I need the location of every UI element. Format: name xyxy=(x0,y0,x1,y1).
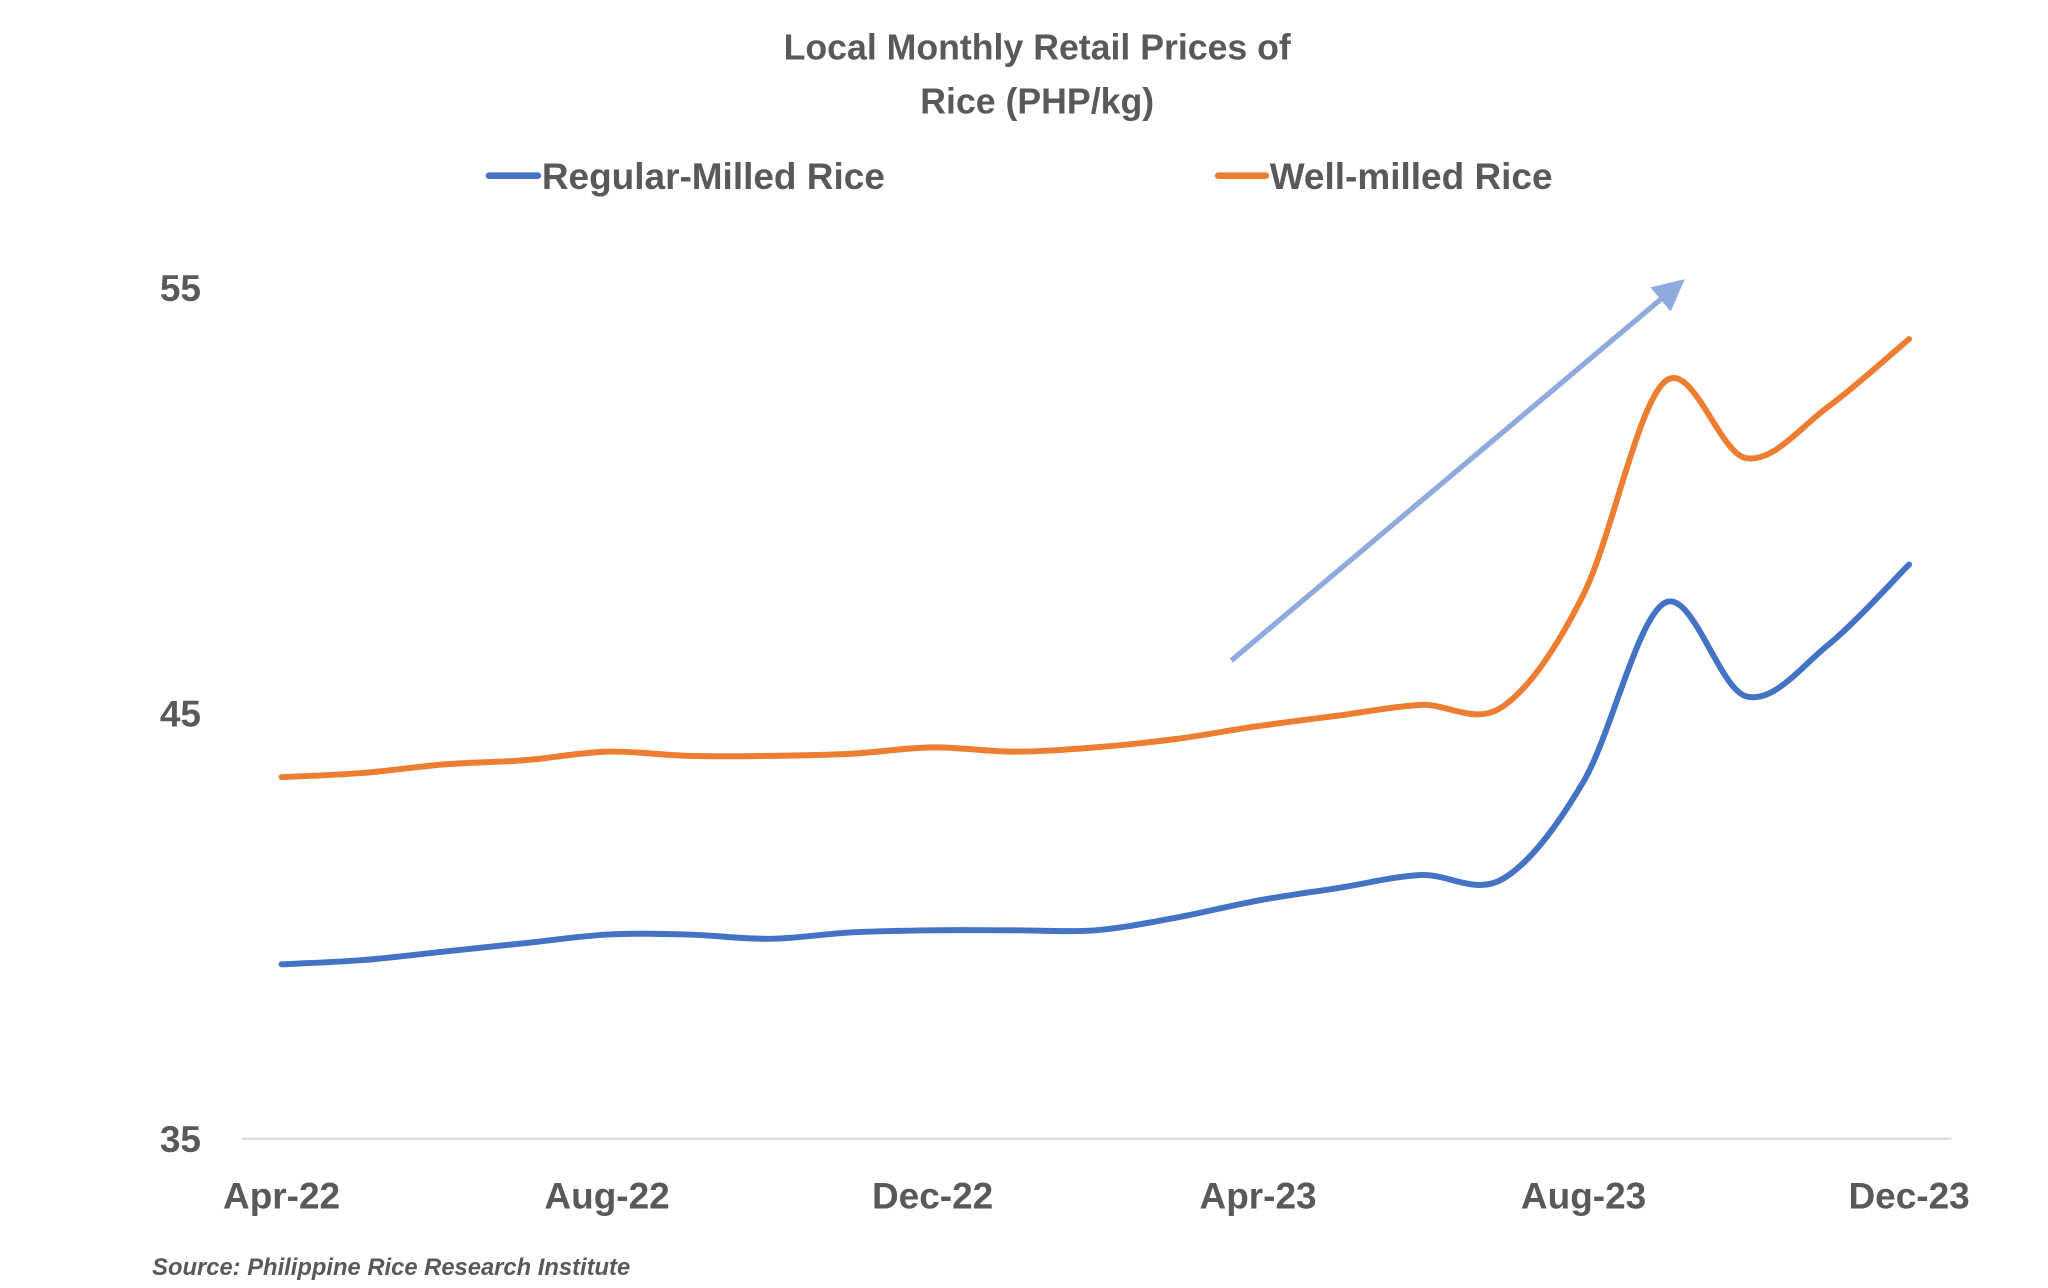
legend-label-well: Well-milled Rice xyxy=(1270,156,1553,197)
x-axis: Apr-22 Aug-22 Dec-22 Apr-23 Aug-23 Dec-23 xyxy=(223,1176,1970,1217)
series-line-regular-milled xyxy=(278,561,1913,968)
x-tick-label: Aug-23 xyxy=(1521,1176,1646,1217)
legend: Regular-Milled Rice Well-milled Rice xyxy=(485,156,1553,197)
y-axis: 35 45 55 xyxy=(160,268,201,1160)
series-line-well-milled xyxy=(278,336,1913,781)
y-tick-label: 35 xyxy=(160,1119,201,1160)
y-tick-label: 55 xyxy=(160,268,201,309)
chart-title-line-1: Local Monthly Retail Prices of xyxy=(784,27,1291,67)
x-tick-label: Apr-23 xyxy=(1200,1176,1317,1217)
source-note: Source: Philippine Rice Research Institu… xyxy=(152,1254,630,1281)
y-tick-label: 45 xyxy=(160,694,201,735)
x-tick-label: Dec-23 xyxy=(1848,1176,1969,1217)
legend-label-regular: Regular-Milled Rice xyxy=(542,156,885,197)
trend-arrow xyxy=(1229,279,1685,663)
x-tick-label: Apr-22 xyxy=(223,1176,340,1217)
x-tick-label: Dec-22 xyxy=(872,1176,993,1217)
trend-arrow-line xyxy=(1229,279,1685,663)
x-tick-label: Aug-22 xyxy=(544,1176,669,1217)
chart-title-line-2: Rice (PHP/kg) xyxy=(920,82,1154,122)
